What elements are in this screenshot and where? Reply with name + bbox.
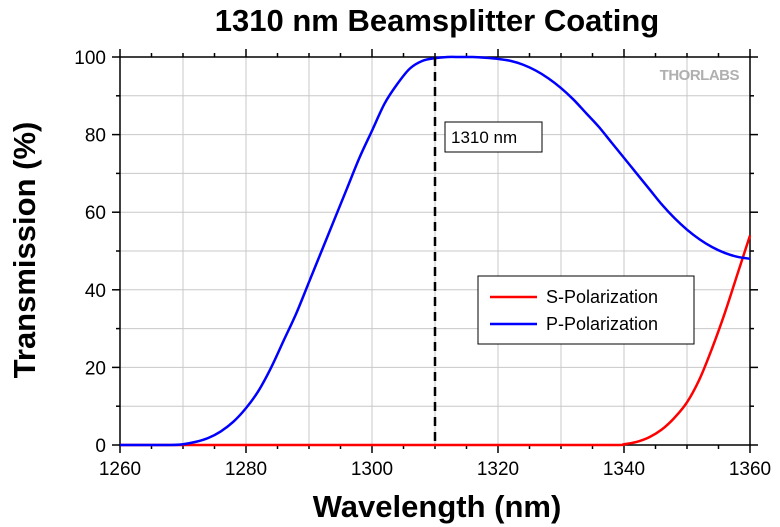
y-tick-label: 80 [85, 126, 106, 147]
legend-box [477, 275, 695, 345]
series-group [119, 55, 752, 447]
y-tick-label: 100 [74, 48, 106, 69]
x-tick-label: 1280 [225, 459, 267, 480]
legend: S-Polarization P-Polarization [477, 275, 695, 345]
x-tick-label: 1360 [729, 459, 771, 480]
chart-title: 1310 nm Beamsplitter Coating [215, 3, 659, 38]
legend-label-s-polarization: S-Polarization [546, 287, 658, 307]
x-axis-title: Wavelength (nm) [313, 489, 562, 524]
y-axis-ticks: 0 20 40 60 80 100 [74, 48, 758, 457]
series-line-p-polarization [119, 55, 751, 447]
x-axis-ticks: 1260 1280 1300 1320 1340 1360 [99, 49, 771, 480]
y-tick-label: 0 [95, 436, 106, 457]
x-tick-label: 1320 [477, 459, 519, 480]
y-tick-label: 40 [85, 281, 106, 302]
x-tick-label: 1300 [351, 459, 393, 480]
annotation-label-box [444, 121, 543, 153]
y-tick-label: 20 [85, 358, 106, 379]
y-tick-label: 60 [85, 203, 106, 224]
gridlines [120, 57, 750, 445]
x-tick-label: 1340 [603, 459, 645, 480]
y-axis-title: Transmission (%) [7, 122, 42, 379]
series-line-s-polarization [120, 235, 752, 447]
annotation-label: 1310 nm [451, 128, 517, 147]
legend-label-p-polarization: P-Polarization [546, 314, 658, 334]
x-tick-label: 1260 [99, 459, 141, 480]
thorlabs-logo: THORLABS [660, 67, 740, 84]
